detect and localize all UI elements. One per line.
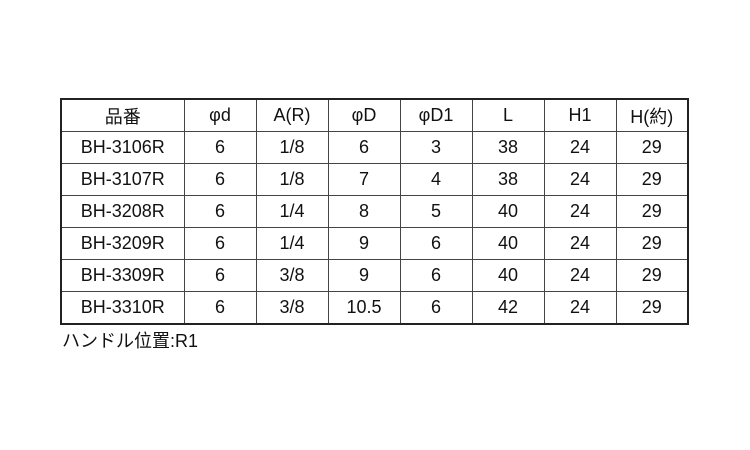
table-cell: 42 [471,291,545,325]
table-cell: 29 [615,259,689,292]
table-cell: 6 [183,227,257,260]
table-cell: 4 [399,163,473,196]
table-cell: 6 [183,259,257,292]
column-header: H(約) [615,98,689,132]
table-cell: 40 [471,259,545,292]
table-cell: 6 [399,259,473,292]
column-header: 品番 [60,98,185,132]
table-cell: 24 [543,291,617,325]
header-row: 品番 φd A(R) φD φD1 L H1 H(約) [60,98,689,132]
table-cell: 29 [615,291,689,325]
table-row: BH-3208R 6 1/4 8 5 40 24 29 [60,195,689,228]
table-row: BH-3209R 6 1/4 9 6 40 24 29 [60,227,689,260]
table-cell: 24 [543,131,617,164]
table-cell: 29 [615,131,689,164]
table-cell: 8 [327,195,401,228]
column-header: φD1 [399,98,473,132]
table-cell: 29 [615,163,689,196]
column-header: L [471,98,545,132]
table-cell: 40 [471,227,545,260]
part-number-cell: BH-3310R [60,291,185,325]
table-cell: 6 [183,291,257,325]
table-row: BH-3309R 6 3/8 9 6 40 24 29 [60,259,689,292]
column-header: φd [183,98,257,132]
table-cell: 3/8 [255,259,329,292]
table-cell: 1/4 [255,227,329,260]
table-cell: 6 [183,195,257,228]
part-number-cell: BH-3209R [60,227,185,260]
part-number-cell: BH-3106R [60,131,185,164]
table-cell: 38 [471,163,545,196]
handle-position-note: ハンドル位置:R1 [62,331,199,351]
table-row: BH-3310R 6 3/8 10.5 6 42 24 29 [60,291,689,325]
table-cell: 5 [399,195,473,228]
table-cell: 10.5 [327,291,401,325]
table-cell: 6 [399,227,473,260]
table-cell: 29 [615,195,689,228]
table-cell: 9 [327,259,401,292]
table-cell: 24 [543,163,617,196]
column-header: φD [327,98,401,132]
table-cell: 38 [471,131,545,164]
table-cell: 3 [399,131,473,164]
table-cell: 1/8 [255,163,329,196]
column-header: H1 [543,98,617,132]
table-cell: 40 [471,195,545,228]
table-cell: 1/4 [255,195,329,228]
table-row: BH-3106R 6 1/8 6 3 38 24 29 [60,131,689,164]
table-cell: 24 [543,195,617,228]
column-header: A(R) [255,98,329,132]
part-number-cell: BH-3309R [60,259,185,292]
table-cell: 6 [183,131,257,164]
part-number-cell: BH-3208R [60,195,185,228]
table-cell: 29 [615,227,689,260]
table-cell: 3/8 [255,291,329,325]
table-cell: 6 [183,163,257,196]
spec-table: 品番 φd A(R) φD φD1 L H1 H(約) BH-3106R 6 1/8 6 3 38 24 2… [60,98,689,325]
table-cell: 6 [399,291,473,325]
table-cell: 6 [327,131,401,164]
table-cell: 24 [543,227,617,260]
table-cell: 1/8 [255,131,329,164]
table-cell: 9 [327,227,401,260]
part-number-cell: BH-3107R [60,163,185,196]
table-cell: 24 [543,259,617,292]
table-cell: 7 [327,163,401,196]
table-row: BH-3107R 6 1/8 7 4 38 24 29 [60,163,689,196]
